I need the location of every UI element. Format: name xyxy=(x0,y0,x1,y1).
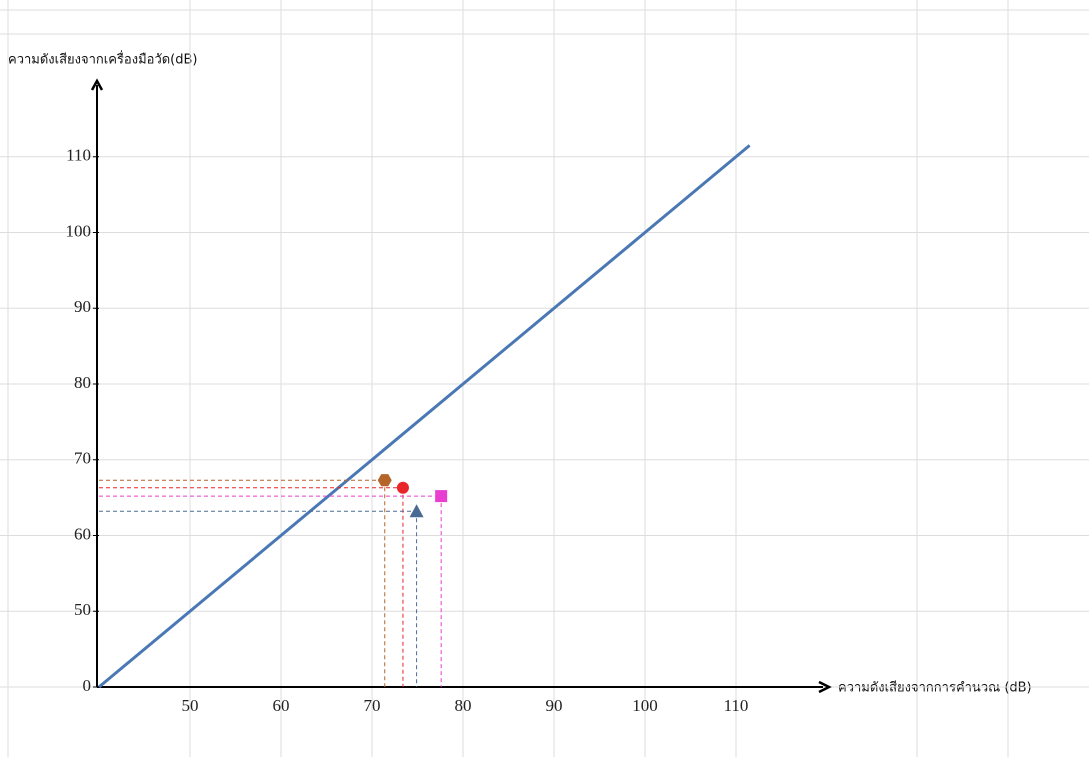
y-tick-label: 100 xyxy=(66,221,92,240)
y-axis-arrow xyxy=(90,78,104,91)
x-axis-arrow xyxy=(818,680,832,694)
y-axis-title: ความดังเสียงจากเครื่องมือวัด(dB) xyxy=(8,51,198,68)
x-tick-label: 50 xyxy=(182,696,199,715)
y-tick-label: 110 xyxy=(66,146,91,165)
x-tick-label: 90 xyxy=(546,696,563,715)
point xyxy=(435,490,448,503)
y-tick-label: 60 xyxy=(74,524,91,543)
x-tick-label: 110 xyxy=(724,696,749,715)
point xyxy=(377,474,392,487)
point xyxy=(409,504,424,518)
y-tick-label: 70 xyxy=(74,449,91,468)
x-tick-label: 70 xyxy=(364,696,381,715)
y-tick-label: 0 xyxy=(83,676,92,695)
reference-line xyxy=(98,144,751,689)
point xyxy=(396,481,409,494)
y-tick-label: 80 xyxy=(74,373,91,392)
y-tick-label: 90 xyxy=(74,297,91,316)
x-tick-label: 60 xyxy=(273,696,290,715)
x-tick-label: 100 xyxy=(632,696,658,715)
y-tick-label: 50 xyxy=(74,600,91,619)
x-tick-label: 80 xyxy=(455,696,472,715)
